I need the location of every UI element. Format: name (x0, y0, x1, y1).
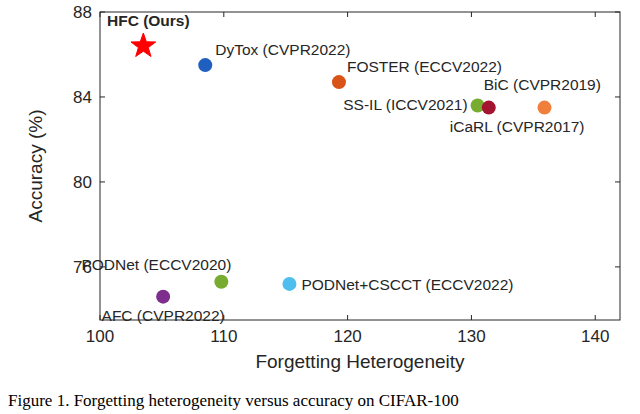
y-tick (100, 96, 105, 97)
plot-frame (100, 12, 620, 320)
x-tick-label: 110 (210, 327, 237, 346)
point-label: FOSTER (ECCV2022) (347, 58, 502, 75)
x-tick-label: 130 (457, 327, 485, 346)
point-label: PODNet+CSCCT (ECCV2022) (301, 276, 513, 293)
x-tick-label: 140 (581, 327, 609, 346)
point-label: DyTox (CVPR2022) (215, 41, 350, 58)
y-tick (615, 181, 620, 182)
x-tick (595, 315, 596, 320)
y-tick (100, 181, 105, 182)
y-tick (100, 12, 105, 13)
x-tick (347, 315, 348, 320)
point-label: iCaRL (CVPR2017) (450, 118, 585, 135)
x-tick (100, 12, 101, 17)
x-tick-label: 120 (333, 327, 361, 346)
x-tick (347, 12, 348, 17)
point (537, 101, 551, 115)
y-tick (615, 266, 620, 267)
x-tick-label: 100 (86, 327, 114, 346)
point-star (131, 33, 156, 57)
point (282, 277, 296, 291)
x-tick (100, 315, 101, 320)
point-label: HFC (Ours) (107, 12, 190, 29)
chart: 10011012013014076808488Forgetting Hetero… (0, 0, 640, 414)
y-tick-label: 88 (73, 3, 92, 22)
point-label: AFC (CVPR2022) (102, 307, 225, 324)
x-tick (471, 315, 472, 320)
y-tick (615, 12, 620, 13)
point-label: BiC (CVPR2019) (484, 76, 601, 93)
y-tick-label: 84 (73, 88, 92, 107)
caption: Figure 1. Forgetting heterogeneity versu… (8, 391, 459, 410)
point-label: SS-IL (ICCV2021) (343, 96, 467, 113)
y-tick-label: 80 (73, 173, 92, 192)
point-label: PODNet (ECCV2020) (81, 256, 231, 273)
x-tick (595, 12, 596, 17)
point (214, 275, 228, 289)
x-tick (471, 12, 472, 17)
y-tick (615, 96, 620, 97)
x-tick (223, 12, 224, 17)
point (332, 75, 346, 89)
x-axis-label: Forgetting Heterogeneity (255, 351, 465, 372)
y-axis-label: Accuracy (%) (25, 110, 46, 223)
point (482, 101, 496, 115)
point (198, 58, 212, 72)
point (156, 290, 170, 304)
